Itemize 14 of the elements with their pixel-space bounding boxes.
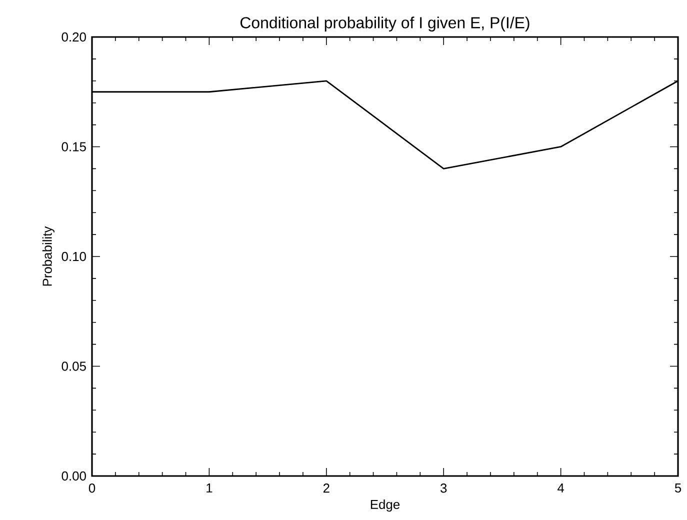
x-tick-label: 5 (674, 484, 682, 493)
y-tick-label: 0.20 (62, 32, 86, 42)
x-tick-label: 3 (440, 484, 447, 493)
y-tick-label: 0.10 (62, 252, 86, 262)
y-tick-label: 0.00 (62, 471, 86, 481)
x-tick-label: 0 (88, 484, 96, 493)
x-tick-label: 4 (558, 484, 564, 492)
x-tick-label: 2 (323, 484, 330, 493)
y-axis-title: Probability (42, 226, 54, 286)
y-tick-label: 0.05 (62, 362, 86, 371)
y-tick-label: 0.15 (62, 142, 86, 152)
chart-title: Conditional probability of I given E, P(I/E) (240, 16, 530, 32)
x-tick-label: 1 (206, 484, 212, 492)
x-axis-title: Edge (370, 500, 400, 512)
